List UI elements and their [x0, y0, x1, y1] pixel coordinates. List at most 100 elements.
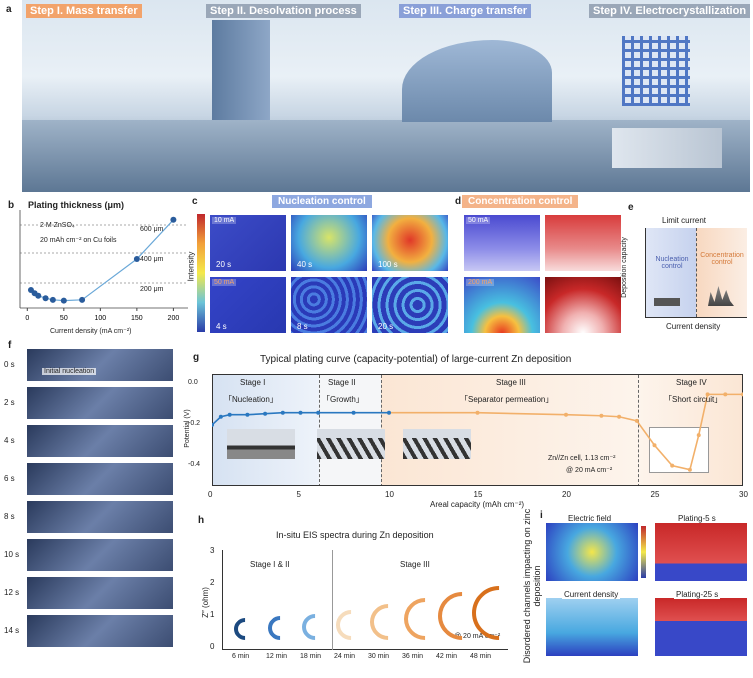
potential-curve-early — [212, 411, 389, 426]
panel-g-ylabel: Potential (V) — [183, 409, 191, 448]
current-50ma-d-label: 50 mA — [466, 217, 491, 224]
concentration-map-200ma-right — [544, 276, 622, 334]
panel-g-xtick: 5 — [296, 490, 301, 499]
panel-b-point — [49, 296, 56, 303]
panel-e-ylabel: Deposition capacity — [620, 237, 628, 298]
desolvation-layer — [212, 20, 270, 120]
timelapse-time-label: 10 s — [4, 550, 20, 559]
timelapse-time-label: 2 s — [4, 398, 15, 407]
panel-e-label: e — [628, 202, 634, 213]
timelapse-frame — [26, 424, 174, 458]
plating-25s-map — [654, 597, 748, 657]
potential-point — [634, 418, 639, 423]
panel-g-xlabel: Areal capacity (mAh cm⁻²) — [430, 500, 525, 509]
timelapse-time-label: 12 s — [4, 588, 20, 597]
panel-h-ytick: 1 — [210, 610, 215, 619]
panel-g-ytick: -0.2 — [188, 419, 201, 427]
step-1-label: Step I. Mass transfer — [26, 4, 142, 18]
timelapse-time-label: 4 s — [4, 436, 15, 445]
panel-b-point — [35, 292, 42, 299]
panel-i-side-label: Disordered channels impacting on zinc de… — [522, 508, 542, 664]
nucleation-map-50ma-20s: 20 s — [371, 276, 449, 334]
panel-g-ytick: 0.0 — [188, 379, 198, 387]
potential-point — [599, 413, 604, 418]
panel-c-title: Nucleation control — [272, 195, 372, 208]
panel-b-point — [133, 256, 140, 262]
plating-5s-map — [654, 522, 748, 582]
nucleation-map-50ma-4s: 50 mA 4 s — [209, 276, 287, 334]
timelapse-frame — [26, 500, 174, 534]
panel-h-ylabel: Z″ (ohm) — [200, 587, 210, 618]
initial-nucleation-label: Initial nucleation — [42, 368, 97, 375]
panel-b-point — [170, 216, 177, 223]
eis-time-label: 12 min — [266, 653, 288, 660]
timelapse-frame — [26, 348, 174, 382]
time-4s-label: 4 s — [216, 322, 227, 331]
timelapse-time-label: 8 s — [4, 512, 15, 521]
panel-b-chart: 0 50 100 150 200 — [19, 210, 188, 322]
panel-b-point — [42, 295, 49, 302]
nucleation-map-10ma-100s: 100 s — [371, 214, 449, 272]
panel-h-rate: @ 20 mA cm⁻² — [454, 633, 501, 640]
intensity-colorbar — [197, 214, 205, 332]
panel-g-xtick: 10 — [385, 490, 394, 499]
panel-b-xtick-label: 200 — [168, 315, 180, 322]
stage-2-desc: 「Growth」 — [322, 395, 364, 404]
current-50ma-label: 50 mA — [212, 279, 237, 286]
timelapse-frame — [26, 462, 174, 496]
cell-info: Zn//Zn cell, 1.13 cm⁻² — [548, 455, 616, 462]
panel-h-ytick: 0 — [210, 642, 215, 651]
current-200ma-label: 200 mA — [466, 279, 495, 286]
step-3-label: Step III. Charge transfer — [399, 4, 532, 18]
timelapse-time-label: 6 s — [4, 474, 15, 483]
potential-point — [705, 392, 710, 397]
stage-divider-3 — [638, 375, 639, 485]
nucleation-map-10ma-40s: 40 s — [290, 214, 368, 272]
current-density-map — [545, 597, 639, 657]
plating-25s-title: Plating-25 s — [674, 590, 721, 599]
panel-b-level-600: 600 μm — [140, 226, 164, 233]
panel-g-xtick: 0 — [208, 490, 213, 499]
panel-g-xtick: 25 — [650, 490, 660, 499]
potential-point — [212, 422, 214, 427]
potential-point — [351, 410, 356, 415]
panel-b-point — [79, 296, 86, 303]
potential-point — [387, 410, 391, 415]
time-40s-label: 40 s — [297, 260, 313, 269]
crystal-blocks — [612, 128, 722, 168]
stage-2-name: Stage II — [328, 378, 356, 387]
potential-point — [652, 443, 657, 448]
panel-c-label: c — [192, 196, 198, 207]
panel-a-schematic — [22, 0, 750, 192]
time-20s-label: 20 s — [216, 260, 232, 269]
electric-field-map — [545, 522, 639, 582]
panel-b-xtick-label: 150 — [131, 315, 143, 322]
panel-e-xlabel: Current density — [666, 322, 721, 331]
potential-point — [227, 412, 232, 417]
panel-i-label: i — [540, 510, 543, 521]
nucleation-map-50ma-8s: 8 s — [290, 276, 368, 334]
concentration-map-200ma-left: 200 mA — [463, 276, 541, 334]
cell-rate: @ 20 mA cm⁻² — [566, 467, 613, 474]
potential-point — [696, 433, 701, 438]
panel-h-ytick: 2 — [210, 578, 215, 587]
potential-point — [475, 410, 480, 415]
timelapse-frame — [26, 614, 174, 648]
stage-4-name: Stage IV — [676, 378, 707, 387]
step-4-label: Step IV. Electrocrystallization — [589, 4, 751, 18]
timelapse-frame — [26, 576, 174, 610]
concentration-map-50ma-left: 50 mA — [463, 214, 541, 272]
panel-g-title: Typical plating curve (capacity-potentia… — [260, 354, 572, 365]
eis-time-label: 30 min — [368, 653, 390, 660]
time-100s-label: 100 s — [378, 260, 398, 269]
panel-g-ytick: -0.4 — [188, 460, 201, 468]
panel-g-xtick: 20 — [562, 490, 571, 499]
potential-point — [245, 412, 250, 417]
nucleation-region-label: Nucleation control — [655, 256, 689, 270]
potential-point — [687, 467, 692, 472]
panel-h-group-1: Stage I & II — [250, 560, 290, 569]
panel-g-label: g — [193, 352, 200, 363]
potential-point — [564, 412, 568, 417]
timelapse-time-label: 0 s — [4, 360, 15, 369]
zn-schematic-3 — [403, 429, 471, 459]
